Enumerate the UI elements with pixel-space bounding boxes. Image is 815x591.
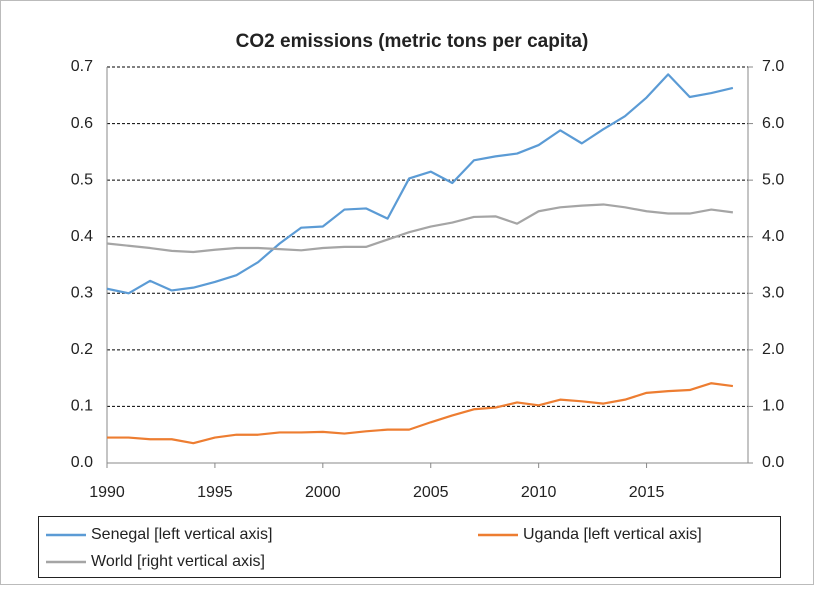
series-line [106, 73, 734, 295]
y-tick-label: 0.4 [71, 228, 93, 245]
series-line [107, 382, 734, 445]
y-tick-label: 0.5 [71, 171, 93, 188]
legend-box [38, 516, 781, 578]
chart-title: CO2 emissions (metric tons per capita) [236, 31, 589, 52]
y-tick-label: 0.6 [71, 115, 93, 132]
y2-tick-label: 5.0 [762, 171, 784, 188]
y2-tick-label: 3.0 [762, 285, 784, 302]
x-tick-label: 2005 [413, 484, 449, 501]
y-tick-label: 0.7 [71, 58, 93, 75]
x-tick-label: 1990 [89, 484, 125, 501]
series-line [106, 203, 734, 254]
y2-tick-label: 0.0 [762, 454, 784, 471]
x-tick-label: 2000 [305, 484, 341, 501]
y2-tick-label: 1.0 [762, 398, 784, 415]
legend-label: Senegal [left vertical axis] [91, 526, 272, 543]
y-tick-label: 0.1 [71, 398, 93, 415]
x-tick-label: 2010 [521, 484, 557, 501]
legend-label: Uganda [left vertical axis] [523, 526, 702, 543]
y-tick-label: 0.3 [71, 285, 93, 302]
y2-tick-label: 7.0 [762, 58, 784, 75]
y2-tick-label: 4.0 [762, 228, 784, 245]
y2-tick-label: 2.0 [762, 341, 784, 358]
y2-tick-label: 6.0 [762, 115, 784, 132]
y-tick-label: 0.2 [71, 341, 93, 358]
x-tick-label: 2015 [629, 484, 665, 501]
legend-label: World [right vertical axis] [91, 553, 265, 570]
y-tick-label: 0.0 [71, 454, 93, 471]
x-tick-label: 1995 [197, 484, 233, 501]
